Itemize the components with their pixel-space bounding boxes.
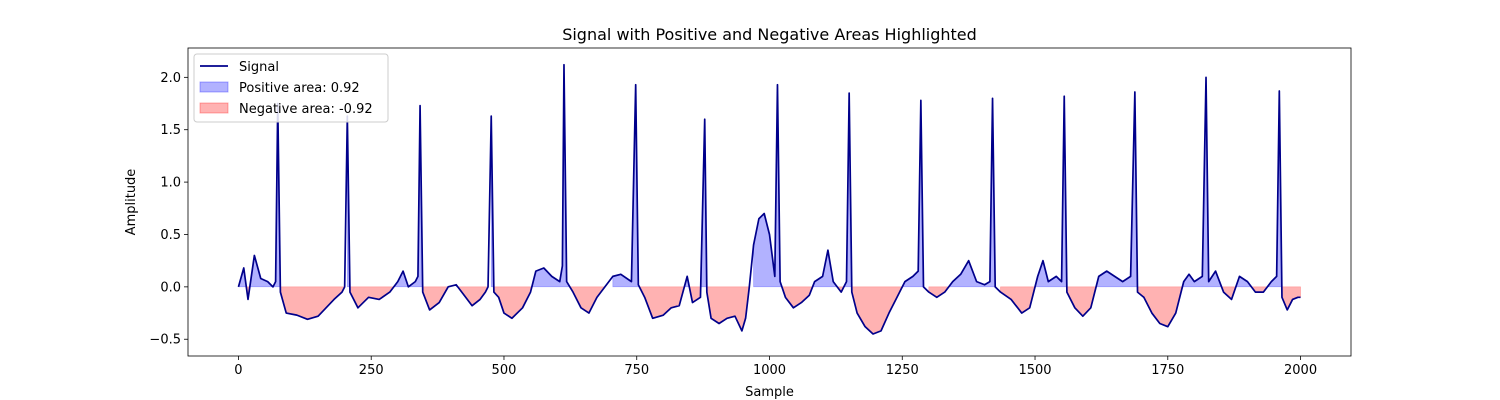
x-tick-label-7: 1750 bbox=[1151, 363, 1184, 378]
legend-positive-label: Positive area: 0.92 bbox=[239, 81, 360, 96]
x-tick-label-0: 0 bbox=[234, 363, 242, 378]
negative-area-16 bbox=[1137, 286, 1183, 328]
x-tick-label-3: 750 bbox=[624, 363, 649, 378]
positive-area-14 bbox=[948, 98, 996, 288]
x-tick-label-1: 250 bbox=[359, 363, 384, 378]
legend-box bbox=[193, 53, 389, 123]
y-tick-label-1: 0.0 bbox=[160, 280, 181, 295]
y-axis: −0.5 0.0 0.5 1.0 1.5 2.0 bbox=[149, 71, 188, 348]
negative-area-19 bbox=[1281, 286, 1301, 311]
x-tick-label-4: 1000 bbox=[753, 363, 786, 378]
legend-negative-label: Negative area: -0.92 bbox=[239, 102, 373, 117]
x-tick-label-6: 1500 bbox=[1018, 363, 1051, 378]
legend-negative-patch bbox=[199, 102, 229, 114]
fill-layer bbox=[238, 64, 1301, 335]
x-tick-label-2: 500 bbox=[492, 363, 517, 378]
y-tick-label-0: −0.5 bbox=[149, 333, 181, 348]
y-tick-label-3: 1.0 bbox=[160, 176, 181, 191]
signal-line-layer bbox=[237, 63, 1301, 335]
chart-title: Signal with Positive and Negative Areas … bbox=[562, 25, 977, 44]
signal-line bbox=[237, 63, 1301, 335]
negative-area-9 bbox=[706, 286, 750, 332]
y-tick-label-2: 0.5 bbox=[160, 228, 181, 243]
x-axis: 0 250 500 750 1000 1250 1500 1750 2000 bbox=[234, 356, 1317, 378]
negative-area-4 bbox=[457, 286, 489, 307]
y-axis-label: Amplitude bbox=[124, 169, 139, 236]
y-tick-label-5: 2.0 bbox=[160, 71, 181, 86]
x-tick-label-5: 1250 bbox=[886, 363, 919, 378]
negative-area-6 bbox=[569, 286, 606, 314]
legend-positive-patch bbox=[199, 81, 229, 93]
x-tick-label-8: 2000 bbox=[1284, 363, 1317, 378]
legend: Signal Positive area: 0.92 Negative area… bbox=[193, 53, 389, 123]
x-axis-label: Sample bbox=[745, 385, 794, 400]
legend-signal-label: Signal bbox=[239, 60, 279, 75]
negative-area-12 bbox=[851, 286, 903, 335]
y-tick-label-4: 1.5 bbox=[160, 123, 181, 138]
